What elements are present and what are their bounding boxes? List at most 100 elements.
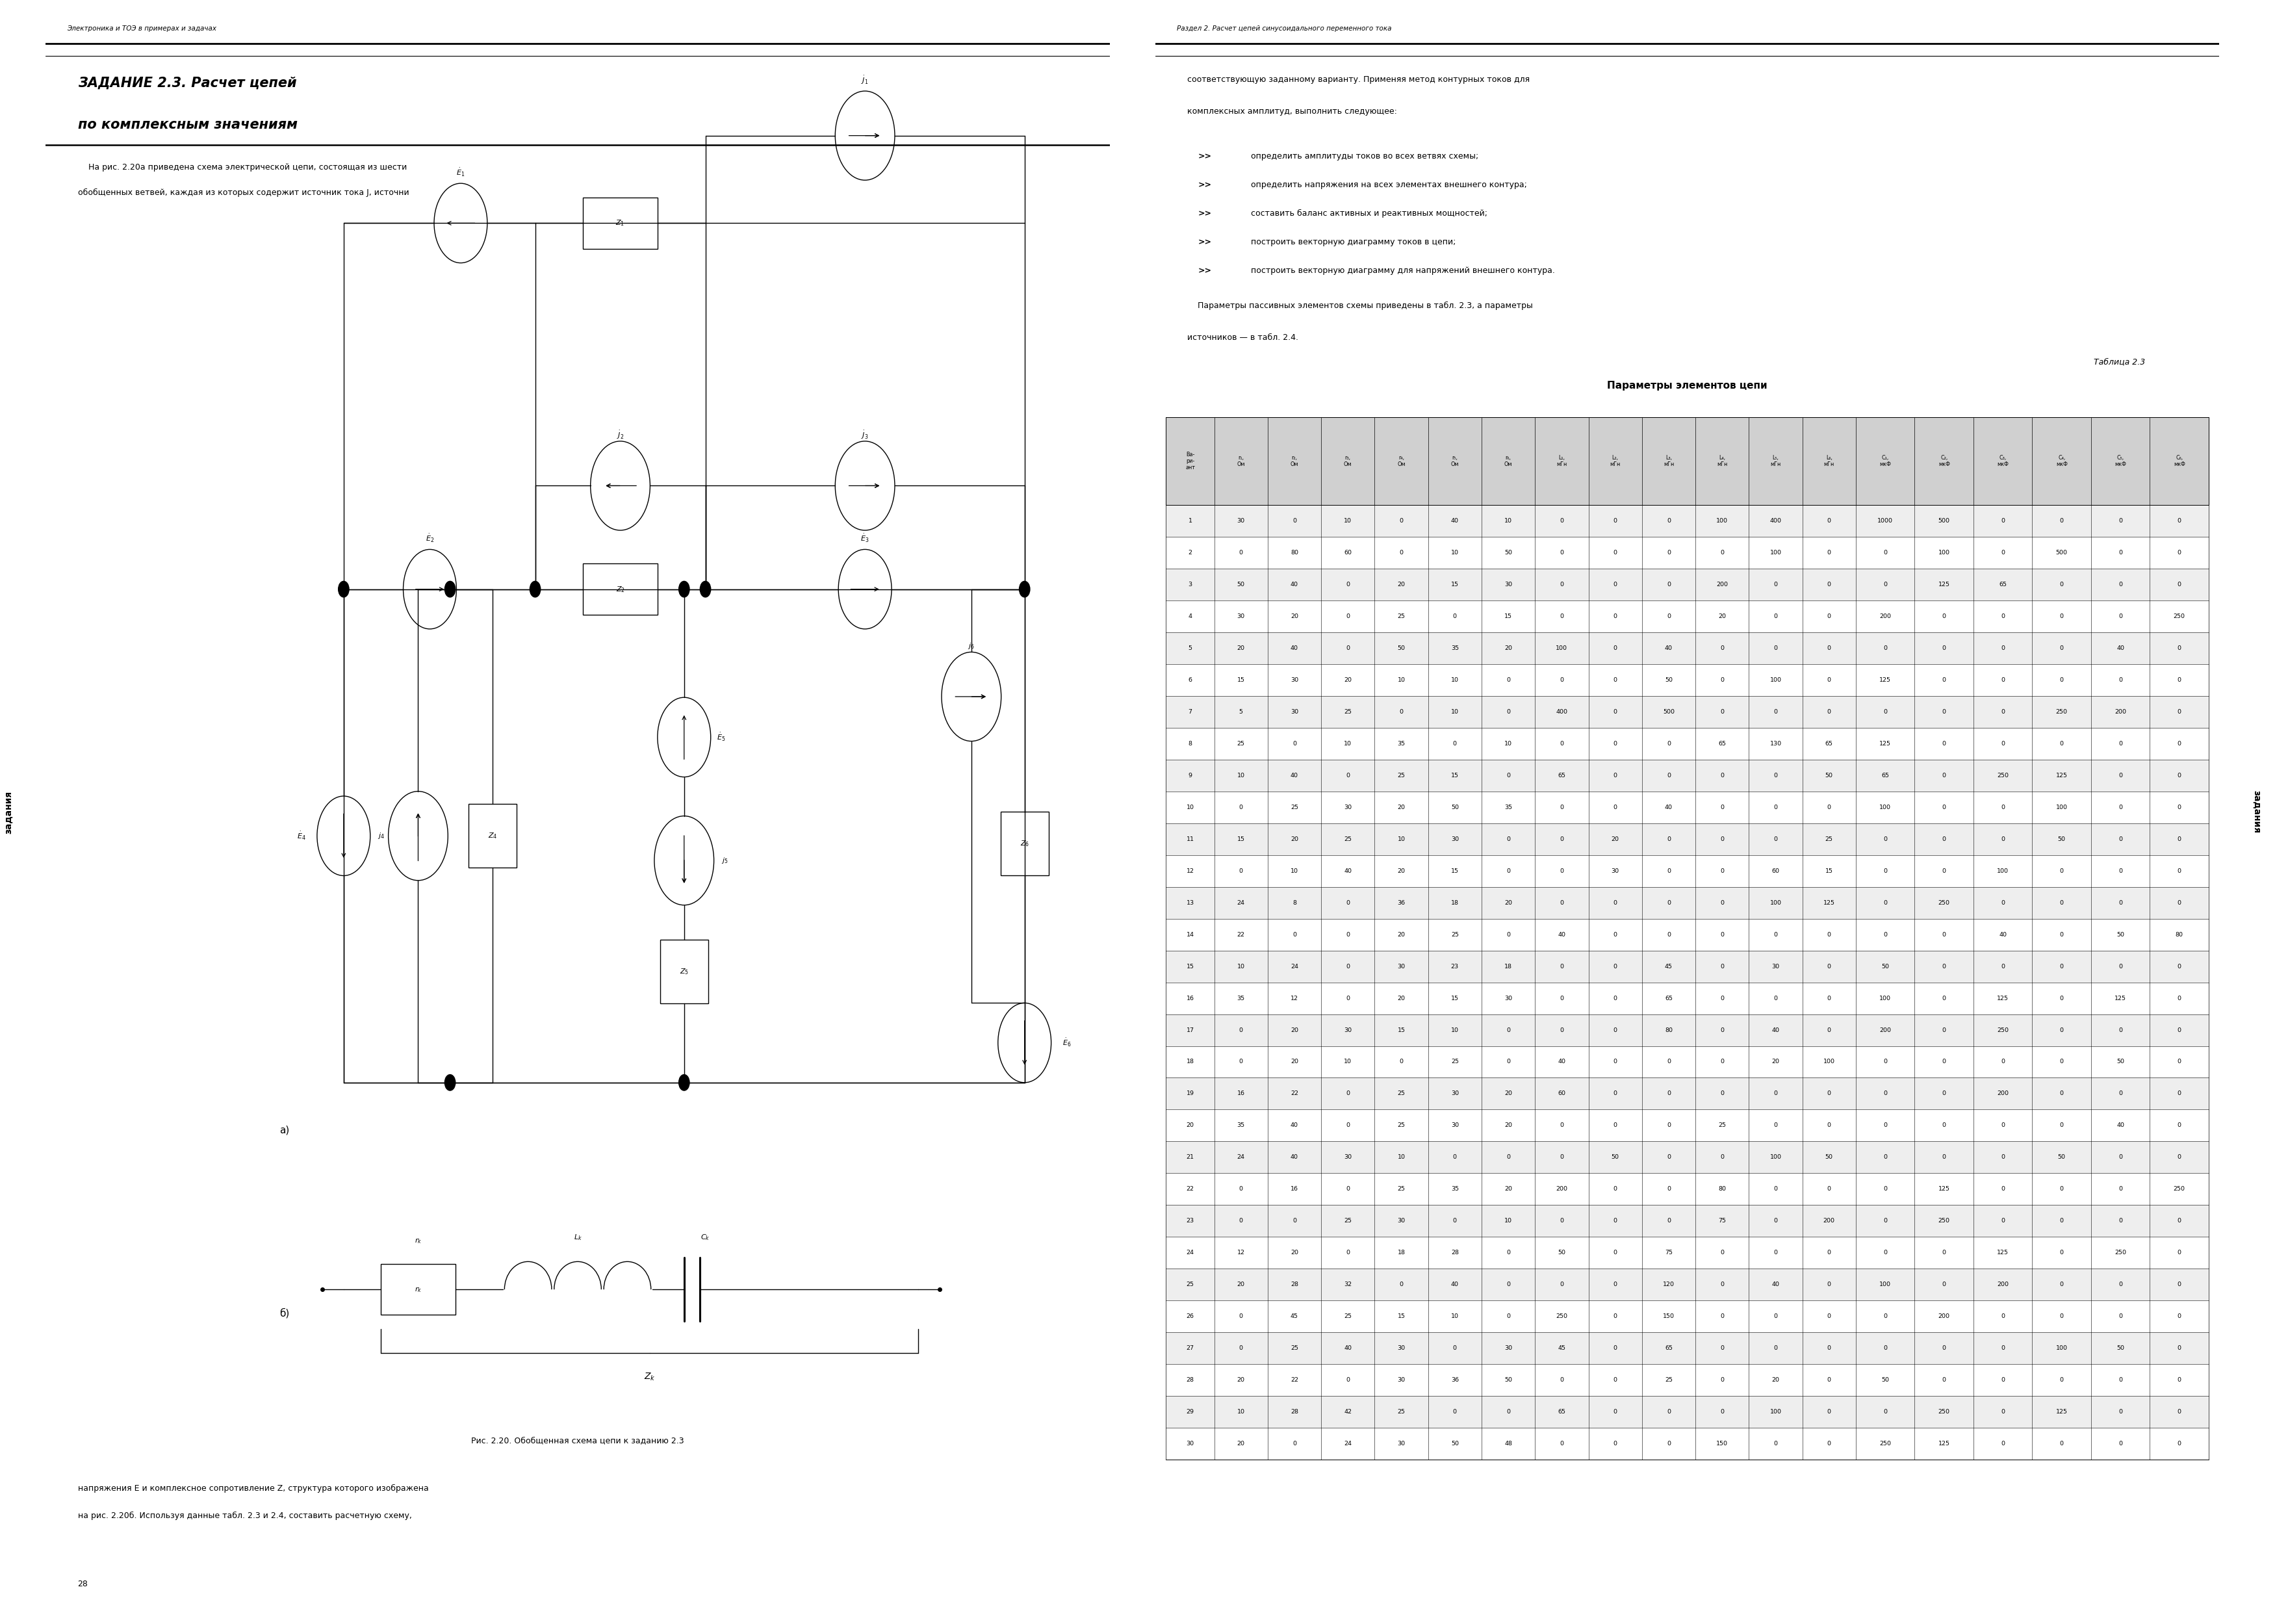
Text: 0: 0 [1883, 581, 1888, 588]
Text: 0: 0 [2002, 549, 2004, 555]
Text: 65: 65 [1881, 773, 1890, 778]
Text: 0: 0 [1345, 1377, 1350, 1384]
Text: 0: 0 [1943, 773, 1947, 778]
Text: 7: 7 [1187, 708, 1192, 715]
Text: 4: 4 [1187, 614, 1192, 619]
Bar [380, 1263, 455, 1315]
Text: $\.{E}_4$: $\.{E}_4$ [297, 830, 307, 841]
Text: 0: 0 [2059, 1026, 2064, 1033]
Text: 0: 0 [1828, 645, 1830, 651]
Text: 30: 30 [1398, 963, 1405, 970]
Text: 0: 0 [2119, 804, 2123, 810]
Text: 150: 150 [1663, 1314, 1675, 1319]
Text: 45: 45 [1290, 1314, 1297, 1319]
Text: 15: 15 [1451, 867, 1460, 874]
Text: 0: 0 [1773, 1091, 1778, 1096]
Text: 40: 40 [1290, 773, 1297, 778]
Text: 0: 0 [2059, 963, 2064, 970]
Text: 0: 0 [1560, 900, 1563, 906]
Text: 16: 16 [1238, 1091, 1245, 1096]
Text: Таблица 2.3: Таблица 2.3 [2094, 357, 2144, 365]
Text: 0: 0 [2059, 1314, 2064, 1319]
Text: 0: 0 [1613, 1345, 1618, 1351]
Text: 0: 0 [2002, 1059, 2004, 1065]
Text: 0: 0 [2002, 677, 2004, 682]
Bar [1167, 1237, 2208, 1268]
Text: 18: 18 [1451, 900, 1460, 906]
Text: построить векторную диаграмму для напряжений внешнего контура.: построить векторную диаграмму для напряж… [1252, 266, 1556, 274]
Text: 0: 0 [1613, 804, 1618, 810]
Text: >>: >> [1199, 266, 1213, 274]
Text: 125: 125 [1824, 900, 1835, 906]
Text: 0: 0 [2178, 1281, 2180, 1288]
Text: 0: 0 [2178, 900, 2180, 906]
Text: 30: 30 [1451, 836, 1460, 841]
Text: 20: 20 [1290, 1059, 1297, 1065]
Text: 8: 8 [1293, 900, 1297, 906]
Text: 22: 22 [1185, 1186, 1194, 1192]
Text: 30: 30 [1398, 1440, 1405, 1447]
Text: 0: 0 [1293, 1218, 1297, 1224]
Text: 15: 15 [1185, 963, 1194, 970]
Text: на рис. 2.20б. Используя данные табл. 2.3 и 2.4, составить расчетную схему,: на рис. 2.20б. Используя данные табл. 2.… [78, 1512, 412, 1520]
Circle shape [700, 581, 712, 598]
Text: 0: 0 [1943, 1345, 1947, 1351]
Bar [1167, 728, 2208, 760]
Text: r₄,
Ом: r₄, Ом [1398, 455, 1405, 468]
Text: 0: 0 [2002, 963, 2004, 970]
Text: Рис. 2.20. Обобщенная схема цепи к заданию 2.3: Рис. 2.20. Обобщенная схема цепи к задан… [471, 1436, 684, 1445]
Text: 40: 40 [1558, 932, 1565, 937]
Text: 65: 65 [2000, 581, 2007, 588]
Text: обобщенных ветвей, каждая из которых содержит источник тока J, источни: обобщенных ветвей, каждая из которых сод… [78, 188, 410, 197]
Text: 40: 40 [1666, 804, 1673, 810]
Text: 20: 20 [1611, 836, 1620, 841]
Text: 0: 0 [2178, 741, 2180, 747]
Text: 0: 0 [1721, 1026, 1725, 1033]
Text: 20: 20 [1506, 1122, 1512, 1129]
Text: 32: 32 [1343, 1281, 1352, 1288]
Text: напряжения E и комплексное сопротивление Z, структура которого изображена: напряжения E и комплексное сопротивление… [78, 1484, 428, 1492]
Text: 0: 0 [1613, 549, 1618, 555]
Text: 2: 2 [1187, 549, 1192, 555]
Text: 130: 130 [1769, 741, 1782, 747]
Text: 14: 14 [1185, 932, 1194, 937]
Circle shape [444, 581, 455, 598]
Text: 40: 40 [1666, 645, 1673, 651]
Text: 25: 25 [1826, 836, 1833, 841]
Text: 0: 0 [2178, 708, 2180, 715]
Text: 24: 24 [1185, 1250, 1194, 1255]
Text: 250: 250 [2174, 1186, 2185, 1192]
Text: 20: 20 [1238, 1377, 1245, 1384]
Text: r₆,
Ом: r₆, Ом [1503, 455, 1512, 468]
Text: 24: 24 [1343, 1440, 1352, 1447]
Text: составить баланс активных и реактивных мощностей;: составить баланс активных и реактивных м… [1252, 209, 1487, 218]
Text: $j_5$: $j_5$ [721, 856, 728, 866]
Text: 0: 0 [1721, 708, 1725, 715]
Text: 0: 0 [1240, 549, 1242, 555]
Text: 0: 0 [2002, 1122, 2004, 1129]
Text: $\.{J}_3$: $\.{J}_3$ [860, 429, 869, 440]
Text: 0: 0 [1883, 1314, 1888, 1319]
Text: 0: 0 [1721, 645, 1725, 651]
Text: 0: 0 [1666, 1122, 1670, 1129]
Text: 10: 10 [1238, 773, 1245, 778]
Text: 25: 25 [1238, 741, 1245, 747]
Text: $Z_6$: $Z_6$ [1020, 840, 1030, 848]
Text: 0: 0 [1345, 996, 1350, 1000]
Text: 0: 0 [2178, 1155, 2180, 1160]
Text: 0: 0 [1506, 677, 1510, 682]
Text: 0: 0 [1613, 645, 1618, 651]
Text: 0: 0 [1943, 996, 1947, 1000]
Text: 125: 125 [1878, 677, 1892, 682]
Text: 15: 15 [1398, 1314, 1405, 1319]
Text: 65: 65 [1826, 741, 1833, 747]
Text: 100: 100 [1771, 1155, 1782, 1160]
Text: 80: 80 [2176, 932, 2183, 937]
Circle shape [531, 581, 540, 598]
Text: 0: 0 [2002, 1377, 2004, 1384]
Text: 0: 0 [1828, 932, 1830, 937]
Text: 125: 125 [2114, 996, 2126, 1000]
Text: 10: 10 [1451, 1026, 1460, 1033]
Text: 0: 0 [1613, 963, 1618, 970]
Text: 16: 16 [1290, 1186, 1297, 1192]
